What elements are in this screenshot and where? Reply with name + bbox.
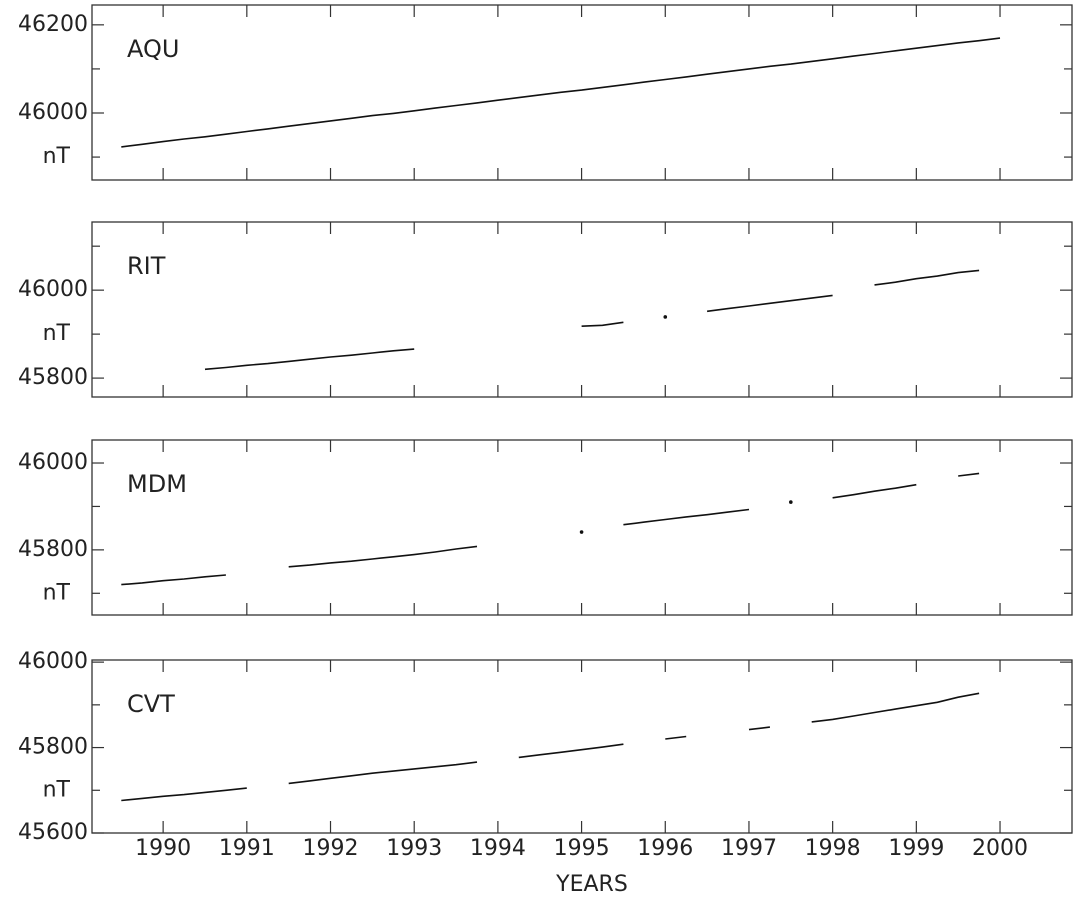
y-tick-label: 45800 [18, 735, 88, 760]
x-tick-label: 1992 [303, 836, 359, 861]
panel-title: CVT [127, 690, 175, 718]
x-axis-label: YEARS [555, 872, 628, 897]
data-line [581, 321, 624, 327]
data-line [288, 761, 478, 785]
panel-frame [91, 4, 1073, 181]
data-line [811, 692, 980, 723]
y-tick-label: 45600 [18, 820, 88, 845]
panel-title: AQU [127, 35, 179, 63]
y-tick-label: 45800 [18, 365, 88, 390]
data-line [748, 726, 770, 731]
data-line [623, 508, 750, 526]
data-line [706, 294, 833, 313]
data-point [789, 500, 793, 504]
x-tick-label: 1990 [135, 836, 191, 861]
x-tick-label: 1997 [721, 836, 777, 861]
data-point [663, 315, 668, 319]
y-tick-label: 46000 [18, 277, 88, 302]
y-tick-label: 46000 [18, 100, 88, 125]
y-tick-label: 46200 [18, 12, 88, 37]
y-axis-label: nT [43, 580, 71, 605]
x-tick-label: 1991 [219, 836, 275, 861]
panel-title: MDM [127, 470, 187, 498]
y-tick-label: 46000 [18, 649, 88, 674]
y-axis-label: nT [43, 321, 71, 346]
y-tick-label: 45800 [18, 537, 88, 562]
data-point [579, 530, 584, 534]
y-tick-label: 46000 [18, 450, 88, 475]
y-axis-label: nT [43, 777, 71, 802]
data-line [665, 735, 687, 740]
panel-frame [91, 439, 1073, 616]
x-tick-label: 1995 [554, 836, 610, 861]
data-line [518, 743, 624, 759]
x-tick-label: 1998 [805, 836, 861, 861]
data-line [958, 472, 980, 477]
panel-frame [91, 659, 1073, 834]
x-tick-label: 1993 [386, 836, 442, 861]
x-tick-label: 1994 [470, 836, 526, 861]
x-tick-label: 1999 [888, 836, 944, 861]
panel-title: RIT [127, 252, 166, 280]
data-line [121, 787, 247, 802]
panel-frame [91, 221, 1073, 398]
data-line [204, 348, 415, 371]
y-axis-label: nT [43, 144, 71, 169]
data-line [874, 269, 980, 286]
data-line [121, 574, 226, 586]
data-line [832, 483, 917, 499]
x-tick-label: 2000 [972, 836, 1028, 861]
data-line [288, 545, 478, 568]
x-tick-label: 1996 [637, 836, 693, 861]
data-line [121, 37, 1001, 148]
